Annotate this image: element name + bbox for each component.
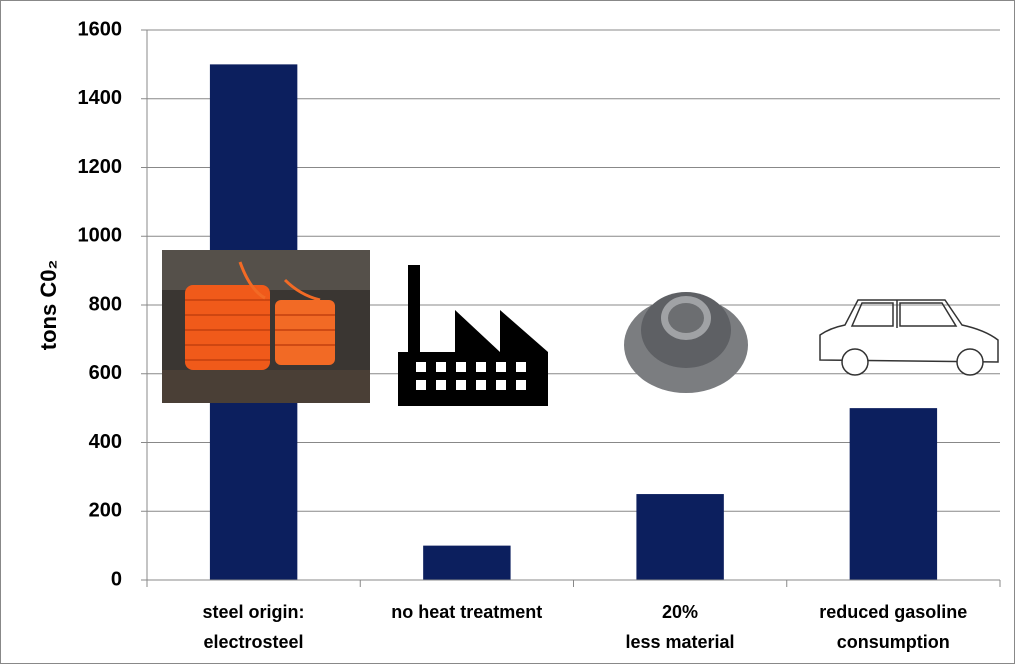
x-tick-label: steel origin: electrosteel (202, 602, 305, 652)
bar (423, 545, 511, 580)
y-tick-label: 600 (89, 362, 122, 384)
y-tick-label: 1600 (78, 18, 123, 40)
bar (849, 408, 938, 580)
y-tick-label: 800 (89, 293, 122, 315)
y-tick-label: 1000 (78, 225, 123, 247)
factory-icon (398, 265, 548, 406)
x-tick-label: 20% less material (625, 602, 735, 652)
x-tick-label: no heat treatment (391, 602, 543, 622)
y-tick-label: 1400 (78, 87, 123, 109)
x-tick-label: reduced gasoline consumption (819, 602, 968, 652)
y-tick-label: 0 (111, 568, 122, 590)
y-tick-label: 1200 (78, 156, 123, 178)
y-axis-label: tons C0₂ (36, 260, 61, 350)
y-tick-label: 400 (89, 431, 122, 453)
car-image (819, 299, 999, 376)
nut-image (624, 292, 748, 393)
steel-coil-image (162, 250, 370, 403)
bar (636, 494, 724, 580)
y-tick-label: 200 (89, 500, 122, 522)
